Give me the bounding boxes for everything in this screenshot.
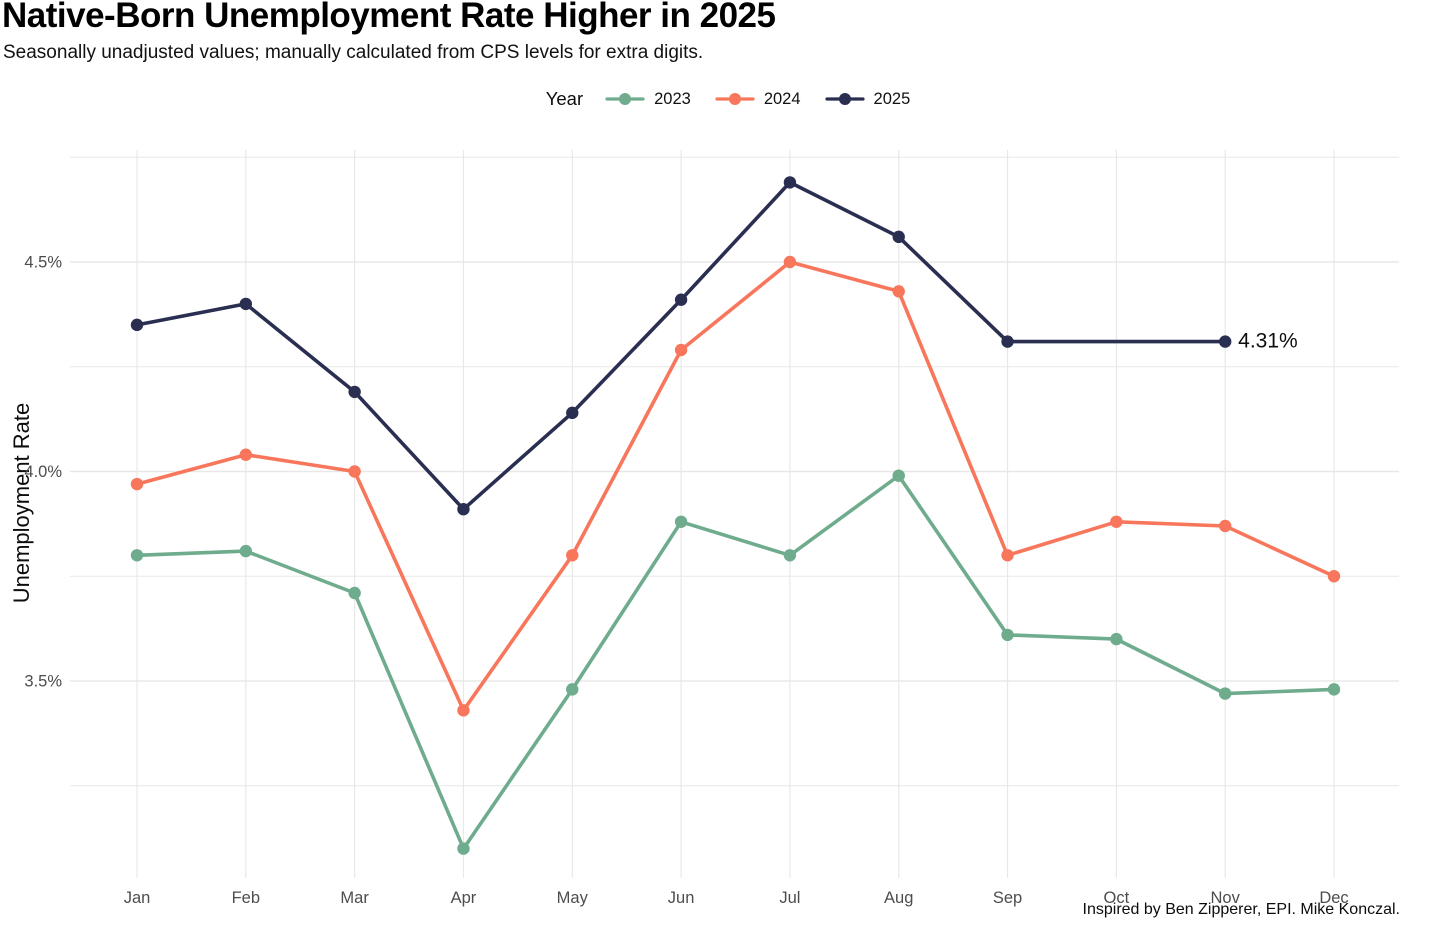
x-tick-label: Aug bbox=[884, 889, 913, 907]
data-point-2023 bbox=[1218, 687, 1232, 700]
series-2025 bbox=[130, 176, 1232, 516]
data-point-2023 bbox=[348, 586, 361, 600]
x-tick-label: Jan bbox=[124, 889, 151, 907]
legend-key-icon bbox=[824, 93, 865, 105]
data-point-2025 bbox=[566, 406, 579, 420]
data-point-2025 bbox=[239, 297, 253, 311]
data-point-2024 bbox=[1218, 519, 1232, 533]
series-line-2023 bbox=[135, 473, 1336, 851]
data-point-2025 bbox=[1001, 335, 1014, 348]
y-tick-label: 4.0% bbox=[24, 463, 62, 481]
data-point-2023 bbox=[1110, 632, 1123, 646]
data-point-2023 bbox=[566, 683, 579, 696]
x-tick-label: Dec bbox=[1319, 889, 1348, 907]
data-point-2023 bbox=[130, 549, 144, 562]
y-tick-label: 3.5% bbox=[24, 673, 62, 691]
data-point-2024 bbox=[1001, 549, 1014, 562]
data-point-2024 bbox=[1110, 515, 1123, 528]
legend-key-icon bbox=[605, 93, 645, 105]
data-point-2023 bbox=[457, 842, 470, 855]
x-tick-label: May bbox=[557, 889, 589, 907]
legend: Year 2023 2024 2025 bbox=[0, 88, 1456, 110]
data-point-2023 bbox=[1327, 683, 1341, 696]
data-point-2024 bbox=[457, 704, 470, 717]
chart-subtitle: Seasonally unadjusted values; manually c… bbox=[3, 42, 704, 63]
data-point-2025 bbox=[348, 385, 361, 399]
legend-entry-label: 2024 bbox=[763, 89, 801, 108]
series-line-2024 bbox=[135, 260, 1336, 713]
data-point-2025 bbox=[457, 503, 470, 516]
data-point-2024 bbox=[348, 465, 361, 478]
legend-entry-2025: 2025 bbox=[824, 89, 911, 109]
data-point-2024 bbox=[674, 343, 688, 357]
gridlines bbox=[70, 150, 1399, 878]
legend-entry-2024: 2024 bbox=[715, 90, 801, 109]
legend-title: Year bbox=[545, 88, 584, 109]
x-tick-label: Nov bbox=[1211, 889, 1241, 907]
data-point-2025 bbox=[674, 293, 688, 306]
legend-key-icon bbox=[715, 93, 755, 105]
x-tick-label: Sep bbox=[993, 889, 1022, 907]
data-point-2025 bbox=[892, 230, 905, 244]
caption: Inspired by Ben Zipperer, EPI. Mike Konc… bbox=[1082, 901, 1400, 918]
data-point-2023 bbox=[783, 549, 797, 562]
series-2024 bbox=[130, 255, 1341, 717]
data-point-2024 bbox=[783, 255, 797, 269]
data-point-2023 bbox=[892, 469, 905, 482]
data-point-2024 bbox=[1327, 570, 1341, 583]
data-point-2025 bbox=[783, 176, 797, 189]
data-point-2025 bbox=[130, 318, 144, 332]
data-point-2023 bbox=[1001, 628, 1014, 642]
series-line-2025 bbox=[135, 180, 1227, 511]
data-point-2024 bbox=[892, 285, 905, 298]
x-tick-label: Oct bbox=[1104, 889, 1130, 907]
y-tick-label: 4.5% bbox=[24, 254, 62, 272]
chart-title: Native-Born Unemployment Rate Higher in … bbox=[2, 0, 776, 35]
data-point-2024 bbox=[566, 549, 579, 562]
legend-entries: 2023 2024 2025 bbox=[605, 90, 910, 109]
data-point-2025 bbox=[1218, 335, 1232, 348]
data-point-2023 bbox=[239, 544, 253, 558]
legend-entry-2023: 2023 bbox=[605, 90, 691, 109]
x-tick-label: Jul bbox=[779, 889, 800, 907]
end-value-annotation: 4.31% bbox=[1238, 329, 1298, 353]
x-tick-label: Jun bbox=[668, 889, 695, 907]
legend-entry-label: 2023 bbox=[654, 89, 691, 108]
x-tick-label: Apr bbox=[451, 889, 477, 907]
legend-entry-label: 2025 bbox=[873, 89, 911, 108]
series-2023 bbox=[130, 469, 1341, 855]
data-point-2024 bbox=[239, 448, 253, 461]
x-tick-label: Mar bbox=[340, 889, 369, 907]
x-tick-label: Feb bbox=[232, 889, 260, 907]
data-point-2024 bbox=[130, 477, 144, 491]
data-point-2023 bbox=[674, 515, 688, 528]
axis-labels: 4.5% 4.0% 3.5% Jan Feb Mar Apr May Jun Jul Aug Sep O… bbox=[24, 254, 1348, 908]
